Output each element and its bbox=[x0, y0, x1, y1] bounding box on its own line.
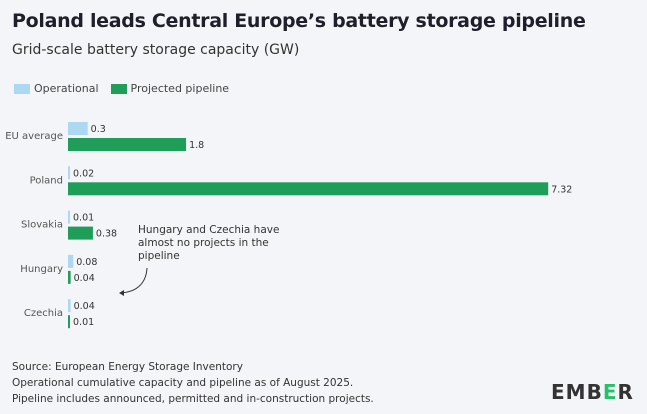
legend-swatch-operational bbox=[14, 83, 30, 94]
data-label: 0.01 bbox=[73, 213, 94, 224]
pipeline-note: Pipeline includes announced, permitted a… bbox=[12, 393, 374, 405]
source-note: Source: European Energy Storage Inventor… bbox=[12, 361, 243, 373]
data-label: 7.32 bbox=[551, 184, 572, 195]
data-label: 0.04 bbox=[74, 273, 95, 284]
legend-swatch-pipeline bbox=[110, 83, 127, 94]
data-label: 0.04 bbox=[74, 301, 95, 312]
category-label: Czechia bbox=[24, 308, 63, 319]
annotation-arrow bbox=[120, 267, 148, 294]
bar-pipeline bbox=[68, 270, 71, 284]
category-label: Slovakia bbox=[21, 220, 63, 231]
data-label: 1.8 bbox=[189, 140, 204, 151]
category-label: Poland bbox=[30, 175, 63, 186]
bar-pipeline bbox=[68, 315, 70, 329]
arrow-head-icon bbox=[119, 290, 124, 296]
category-label: Hungary bbox=[20, 264, 63, 275]
data-label: 0.08 bbox=[76, 257, 97, 268]
chart-subtitle: Grid-scale battery storage capacity (GW) bbox=[12, 42, 300, 58]
ember-logo: EMBER bbox=[551, 380, 634, 404]
bar-pipeline bbox=[68, 138, 187, 151]
bar-pipeline bbox=[68, 182, 549, 196]
bar-operational bbox=[68, 122, 88, 135]
chart-title: Poland leads Central Europe’s battery st… bbox=[12, 10, 586, 32]
bar-operational bbox=[68, 254, 74, 268]
data-label: 0.02 bbox=[73, 168, 94, 179]
category-label: EU average bbox=[5, 131, 63, 142]
legend-label: Operational bbox=[34, 82, 99, 95]
bar-operational bbox=[68, 166, 70, 180]
annotation: Hungary and Czechia have almost no proje… bbox=[138, 224, 280, 262]
data-label: 0.38 bbox=[96, 229, 117, 240]
data-label: 0.01 bbox=[73, 317, 94, 328]
legend-pipeline: Projected pipeline bbox=[110, 82, 230, 95]
bar-operational bbox=[68, 210, 70, 224]
footer: Source: European Energy Storage Inventor… bbox=[12, 359, 374, 407]
legend: Operational Projected pipeline bbox=[14, 82, 241, 95]
bar-operational bbox=[68, 299, 71, 313]
date-note: Operational cumulative capacity and pipe… bbox=[12, 377, 354, 389]
data-label: 0.3 bbox=[91, 124, 106, 135]
legend-operational: Operational bbox=[14, 82, 99, 95]
legend-label: Projected pipeline bbox=[130, 82, 230, 95]
bar-pipeline bbox=[68, 226, 93, 240]
